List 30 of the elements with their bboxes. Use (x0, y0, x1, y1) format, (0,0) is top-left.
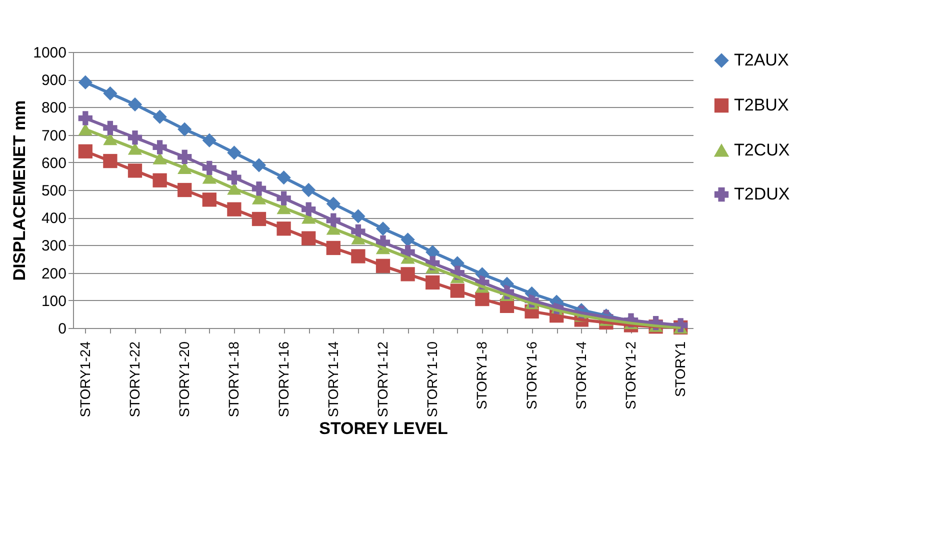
legend-label: T2CUX (734, 140, 790, 160)
y-tick-label: 600 (41, 154, 66, 172)
y-tick-label: 0 (58, 320, 66, 338)
x-tick-label: STORY1-18 (226, 341, 242, 418)
x-tick-label: STORY1-4 (572, 341, 589, 410)
x-tick-label: STORY1-20 (176, 341, 192, 418)
x-tick-label: STORY1-2 (622, 341, 638, 410)
x-axis-title: STOREY LEVEL (319, 419, 448, 438)
y-tick-label: 700 (41, 127, 66, 144)
legend-label: T2DUX (734, 184, 790, 204)
legend-label: T2BUX (734, 96, 789, 114)
y-tick-label: 800 (41, 100, 66, 117)
y-axis-title: DISPLACEMENET mm (10, 100, 30, 281)
y-tick-label: 900 (41, 72, 66, 90)
legend-label: T2AUX (734, 50, 789, 70)
x-tick-label: STORY1-16 (275, 341, 292, 418)
y-tick-label: 100 (41, 292, 66, 310)
x-tick-label: STORY1-10 (424, 341, 440, 418)
y-tick-label: 500 (41, 182, 66, 200)
y-tick-label: 1000 (33, 44, 66, 62)
x-tick-label: STORY1-6 (523, 341, 540, 410)
x-tick-label: STORY1-22 (126, 341, 142, 418)
x-tick-label: STORY1 (672, 341, 688, 398)
x-tick-label: STORY1-24 (76, 341, 93, 418)
y-tick-label: 400 (41, 210, 66, 228)
x-tick-label: STORY1-8 (474, 341, 490, 410)
y-tick-label: 300 (41, 238, 66, 255)
x-tick-label: STORY1-14 (324, 341, 341, 418)
y-tick-label: 200 (41, 265, 66, 282)
x-tick-label: STORY1-12 (374, 341, 390, 418)
